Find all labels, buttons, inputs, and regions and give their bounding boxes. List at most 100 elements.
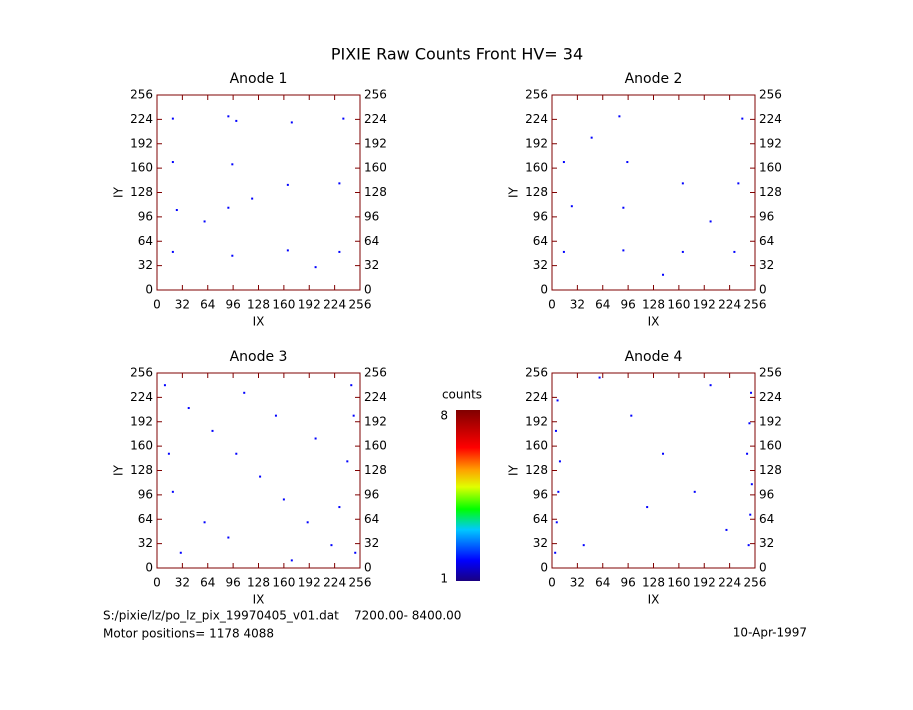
y-tick-label: 64 bbox=[533, 512, 548, 526]
x-tick-label: 192 bbox=[693, 576, 716, 590]
x-tick-label: 224 bbox=[323, 298, 346, 312]
y-axis-label: IY bbox=[507, 464, 521, 476]
colorbar-tick-label: 8 bbox=[440, 409, 448, 423]
y-tick-label: 192 bbox=[130, 414, 153, 428]
y-tick-label: 224 bbox=[525, 390, 548, 404]
plot-frame bbox=[156, 372, 361, 569]
y-tick-label-right: 0 bbox=[364, 561, 372, 575]
point bbox=[562, 250, 565, 253]
y-tick-label: 0 bbox=[540, 561, 548, 575]
plot-frame bbox=[551, 372, 756, 569]
point bbox=[662, 273, 665, 276]
file-note: S:/pixie/lz/po_lz_pix_19970405_v01.dat 7… bbox=[103, 609, 461, 623]
point bbox=[737, 182, 740, 185]
x-axis-label: IX bbox=[648, 315, 660, 329]
y-tick-label: 96 bbox=[138, 487, 153, 501]
point bbox=[681, 182, 684, 185]
x-tick-label: 128 bbox=[247, 576, 270, 590]
point bbox=[211, 429, 214, 432]
y-axis-label: IY bbox=[112, 464, 126, 476]
x-tick-label: 128 bbox=[642, 298, 665, 312]
point bbox=[203, 521, 206, 524]
point bbox=[590, 136, 593, 139]
point bbox=[622, 206, 625, 209]
y-tick-label-right: 160 bbox=[759, 161, 782, 175]
point bbox=[235, 119, 238, 122]
y-tick-label: 32 bbox=[138, 258, 153, 272]
panel-title: Anode 3 bbox=[230, 349, 288, 365]
point bbox=[342, 117, 345, 120]
point bbox=[235, 452, 238, 455]
point bbox=[709, 384, 712, 387]
point bbox=[290, 559, 293, 562]
y-tick-label-right: 256 bbox=[364, 88, 387, 102]
panel-title: Anode 4 bbox=[625, 349, 683, 365]
point bbox=[282, 498, 285, 501]
x-tick-label: 0 bbox=[153, 298, 161, 312]
y-tick-label: 64 bbox=[138, 512, 153, 526]
point bbox=[746, 452, 749, 455]
point bbox=[171, 161, 174, 164]
y-tick-label: 160 bbox=[525, 161, 548, 175]
colorbar-tick-label: 1 bbox=[440, 572, 448, 586]
point bbox=[558, 460, 561, 463]
y-tick-label-right: 32 bbox=[364, 258, 379, 272]
point bbox=[626, 161, 629, 164]
y-tick-label: 192 bbox=[525, 414, 548, 428]
y-tick-label-right: 256 bbox=[759, 366, 782, 380]
point bbox=[750, 483, 753, 486]
x-tick-label: 224 bbox=[323, 576, 346, 590]
plot-frame bbox=[156, 94, 361, 291]
point bbox=[354, 551, 357, 554]
x-tick-label: 32 bbox=[570, 576, 585, 590]
point bbox=[709, 220, 712, 223]
point bbox=[622, 249, 625, 252]
y-tick-label-right: 256 bbox=[759, 88, 782, 102]
x-tick-label: 256 bbox=[744, 298, 767, 312]
y-tick-label: 160 bbox=[525, 439, 548, 453]
y-tick-label-right: 32 bbox=[759, 258, 774, 272]
colorbar bbox=[456, 410, 480, 581]
y-axis-label: IY bbox=[112, 186, 126, 198]
y-tick-label: 64 bbox=[533, 234, 548, 248]
x-tick-label: 128 bbox=[642, 576, 665, 590]
y-tick-label-right: 160 bbox=[364, 439, 387, 453]
point bbox=[725, 528, 728, 531]
x-tick-label: 64 bbox=[595, 298, 610, 312]
point bbox=[733, 250, 736, 253]
point bbox=[251, 197, 254, 200]
y-tick-label: 32 bbox=[533, 536, 548, 550]
date: 10-Apr-1997 bbox=[733, 626, 807, 640]
point bbox=[747, 544, 750, 547]
point bbox=[557, 490, 560, 493]
point bbox=[274, 414, 277, 417]
point bbox=[187, 407, 190, 410]
y-tick-label: 192 bbox=[525, 136, 548, 150]
point bbox=[630, 414, 633, 417]
x-tick-label: 96 bbox=[225, 298, 240, 312]
point bbox=[290, 121, 293, 124]
point bbox=[554, 551, 557, 554]
y-tick-label-right: 224 bbox=[759, 112, 782, 126]
point bbox=[556, 399, 559, 402]
x-tick-label: 160 bbox=[272, 298, 295, 312]
y-tick-label-right: 192 bbox=[364, 136, 387, 150]
point bbox=[350, 384, 353, 387]
y-tick-label: 128 bbox=[525, 185, 548, 199]
point bbox=[171, 250, 174, 253]
point bbox=[741, 117, 744, 120]
x-tick-label: 160 bbox=[667, 576, 690, 590]
x-tick-label: 256 bbox=[349, 298, 372, 312]
y-tick-label-right: 64 bbox=[364, 512, 379, 526]
point bbox=[646, 506, 649, 509]
y-tick-label-right: 128 bbox=[364, 463, 387, 477]
y-tick-label: 128 bbox=[525, 463, 548, 477]
x-axis-label: IX bbox=[253, 593, 265, 607]
point bbox=[570, 205, 573, 208]
point bbox=[750, 391, 753, 394]
point bbox=[749, 513, 752, 516]
y-tick-label: 192 bbox=[130, 136, 153, 150]
colorbar-label: counts bbox=[442, 388, 482, 402]
x-tick-label: 160 bbox=[667, 298, 690, 312]
